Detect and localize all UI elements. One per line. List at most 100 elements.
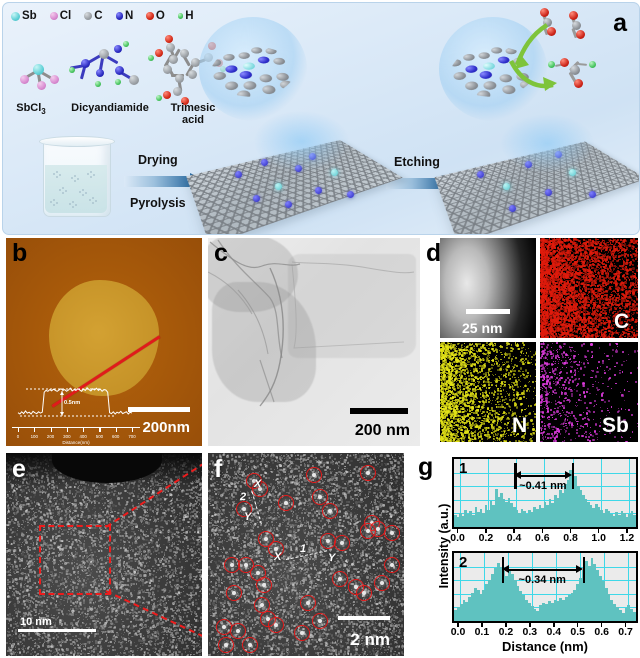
panel-b-scalebar bbox=[128, 407, 190, 412]
o-atom-icon bbox=[146, 12, 154, 20]
profile-chart-1-xticks: 0.0 0.2 0.4 0.6 0.8 1.0 1.2 bbox=[452, 529, 638, 545]
o-atom bbox=[163, 91, 171, 99]
distance-annotation: ~0.34 nm bbox=[502, 563, 583, 575]
co2-molecule bbox=[565, 11, 591, 39]
atom-marker bbox=[356, 585, 372, 601]
reaction-arrow-out bbox=[503, 55, 561, 99]
panel-e-scalebar bbox=[18, 629, 96, 633]
x-tick-label: 0.2 bbox=[499, 626, 514, 638]
atom-marker bbox=[360, 523, 376, 539]
atom-marker bbox=[226, 585, 242, 601]
label-sbcl3: SbCl3 bbox=[5, 102, 57, 126]
n-atom bbox=[81, 59, 90, 68]
atom-color-legend: Sb Cl C N O H bbox=[11, 10, 194, 22]
bar bbox=[633, 515, 636, 527]
panel-a-schematic: a Sb Cl C N O bbox=[2, 2, 640, 235]
atom-marker bbox=[230, 623, 246, 639]
graphene-sheet-pyrolyzed bbox=[199, 125, 389, 229]
c-atom bbox=[129, 75, 139, 85]
afm-height-profile-inset: 0.5nm 0 100 200 300 400 500 600 700 Distance(nm… bbox=[12, 374, 140, 438]
zoom-region-box bbox=[39, 525, 111, 595]
panel-d-letter: d bbox=[426, 239, 441, 268]
inset-tick bbox=[116, 428, 117, 432]
legend-item-o: O bbox=[146, 10, 164, 22]
n-atom bbox=[114, 45, 122, 53]
graphene-sheet-etched bbox=[447, 127, 633, 229]
x-tick-label: 0.2 bbox=[479, 532, 494, 544]
distance-annotation-text: ~0.34 nm bbox=[519, 574, 566, 586]
inset-tick bbox=[18, 428, 19, 432]
panel-b-scalebar-label: 200nm bbox=[142, 419, 190, 436]
h-atom-icon bbox=[178, 13, 184, 19]
panel-f-scalebar bbox=[338, 616, 390, 620]
inset-tick-label: 700 bbox=[128, 434, 135, 439]
label-drying: Drying bbox=[138, 153, 178, 167]
x-tick-label: 0.6 bbox=[535, 532, 550, 544]
atom-marker bbox=[312, 613, 328, 629]
o-atom bbox=[155, 49, 163, 57]
panel-c-scalebar-label: 200 nm bbox=[355, 422, 410, 440]
x-tick-label: 1.2 bbox=[620, 532, 635, 544]
n-atom-icon bbox=[116, 12, 124, 20]
distance-annotation-text: ~0.41 nm bbox=[519, 480, 566, 492]
inset-tick bbox=[99, 428, 100, 432]
atom-marker bbox=[322, 503, 338, 519]
panel-g-letter: g bbox=[418, 453, 433, 482]
x-tick-label: 0.4 bbox=[507, 532, 522, 544]
arrow-line bbox=[519, 475, 567, 477]
sbcl3-molecule bbox=[17, 55, 65, 91]
x-tick-label: 0.4 bbox=[546, 626, 561, 638]
c-atom-icon bbox=[84, 12, 92, 20]
profile-chart-2: 2 ~0.34 nm bbox=[452, 551, 638, 623]
x-tick-label: 0.7 bbox=[618, 626, 633, 638]
x-tick-label: 0.3 bbox=[522, 626, 537, 638]
bar bbox=[633, 612, 636, 621]
cl-atom bbox=[20, 75, 29, 84]
c-atom bbox=[166, 43, 175, 52]
h-atom bbox=[123, 41, 129, 47]
atom-marker bbox=[278, 495, 294, 511]
profile-chart-2-number: 2 bbox=[459, 554, 467, 571]
profile-chart-1-number: 1 bbox=[459, 460, 467, 477]
sb-atom-icon bbox=[11, 12, 20, 21]
atom-marker bbox=[384, 557, 400, 573]
inset-tick bbox=[132, 428, 133, 432]
panel-g-x-axis-label: Distance (nm) bbox=[452, 639, 638, 654]
atom-marker bbox=[374, 575, 390, 591]
sb-atom bbox=[33, 64, 44, 75]
atom-marker bbox=[294, 625, 310, 641]
inset-tick-label: 300 bbox=[63, 434, 70, 439]
panel-d-eds-maps: d 25 nm C N Sb bbox=[426, 238, 638, 446]
inset-tick-label: 0 bbox=[17, 434, 19, 439]
legend-item-cl: Cl bbox=[50, 10, 72, 22]
n-atom bbox=[115, 66, 124, 75]
inset-tick-label: 600 bbox=[112, 434, 119, 439]
atom-marker bbox=[384, 525, 400, 541]
panel-f-letter: f bbox=[214, 455, 222, 484]
atom-marker bbox=[334, 535, 350, 551]
profile-2-end: Y bbox=[244, 511, 251, 523]
atom-marker bbox=[306, 467, 322, 483]
profile-1-start: X bbox=[274, 551, 281, 563]
profile-chart-2-xticks: 0.0 0.1 0.2 0.3 0.4 0.5 0.6 0.7 bbox=[452, 623, 638, 639]
legend-label-sb: Sb bbox=[22, 10, 37, 22]
c-atom bbox=[173, 87, 182, 96]
atom-marker bbox=[256, 577, 272, 593]
x-tick-label: 0.8 bbox=[563, 532, 578, 544]
profile-2-index: 2 bbox=[240, 491, 246, 503]
arrowhead-right bbox=[576, 565, 583, 573]
precursor-molecule-diagrams bbox=[9, 33, 219, 103]
cl-atom bbox=[37, 81, 46, 90]
atom-marker bbox=[332, 571, 348, 587]
legend-label-c: C bbox=[94, 10, 102, 22]
panel-c-scalebar bbox=[350, 408, 408, 414]
atom-marker bbox=[242, 637, 258, 653]
panel-g-y-axis-label: Intensity (a.u.) bbox=[437, 486, 451, 606]
o-atom bbox=[165, 35, 173, 43]
c-atom bbox=[180, 49, 189, 58]
label-dicyandiamide: Dicyandiamide bbox=[62, 102, 158, 126]
atom-marker bbox=[312, 489, 328, 505]
atom-marker bbox=[268, 617, 284, 633]
legend-item-h: H bbox=[178, 10, 194, 22]
label-etching: Etching bbox=[394, 155, 440, 169]
